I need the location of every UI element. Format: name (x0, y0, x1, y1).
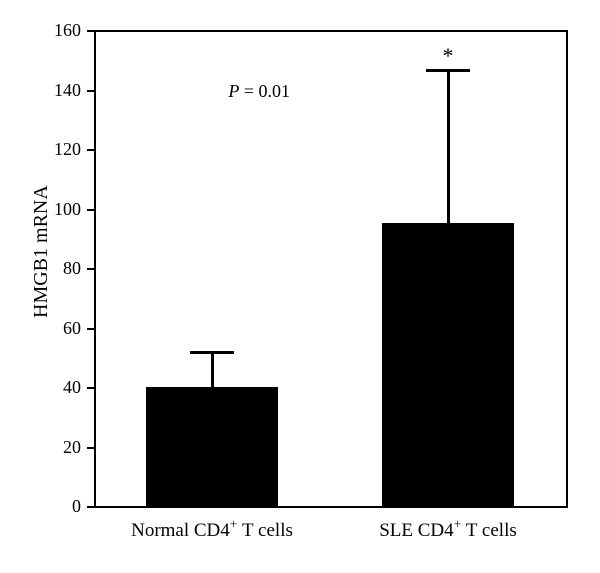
y-tick-label: 60 (0, 318, 81, 339)
bar-chart: 020406080100120140160HMGB1 mRNANormal CD… (0, 0, 600, 573)
p-value-annotation: P = 0.01 (228, 81, 290, 102)
y-tick (87, 90, 94, 92)
y-tick (87, 149, 94, 151)
y-tick (87, 30, 94, 32)
x-axis (94, 506, 568, 508)
bar (146, 387, 278, 506)
error-bar-vertical (447, 69, 450, 224)
y-axis-label: HMGB1 mRNA (30, 218, 53, 318)
y-tick-label: 140 (0, 80, 81, 101)
y-tick-label: 20 (0, 437, 81, 458)
y-tick-label: 40 (0, 377, 81, 398)
error-bar-vertical (211, 351, 214, 387)
y-tick (87, 328, 94, 330)
bar (382, 223, 514, 506)
y-tick-label: 160 (0, 20, 81, 41)
y-tick (87, 387, 94, 389)
y-tick (87, 209, 94, 211)
significance-star: * (438, 43, 458, 69)
y-axis (94, 30, 96, 508)
y-tick-label: 120 (0, 139, 81, 160)
y-tick (87, 268, 94, 270)
y-tick (87, 447, 94, 449)
x-category-label: SLE CD4+ T cells (303, 520, 594, 542)
top-axis (94, 30, 568, 32)
right-axis (566, 30, 568, 508)
error-bar-cap (426, 69, 470, 72)
y-tick (87, 506, 94, 508)
error-bar-cap (190, 351, 234, 354)
y-tick-label: 0 (0, 496, 81, 517)
